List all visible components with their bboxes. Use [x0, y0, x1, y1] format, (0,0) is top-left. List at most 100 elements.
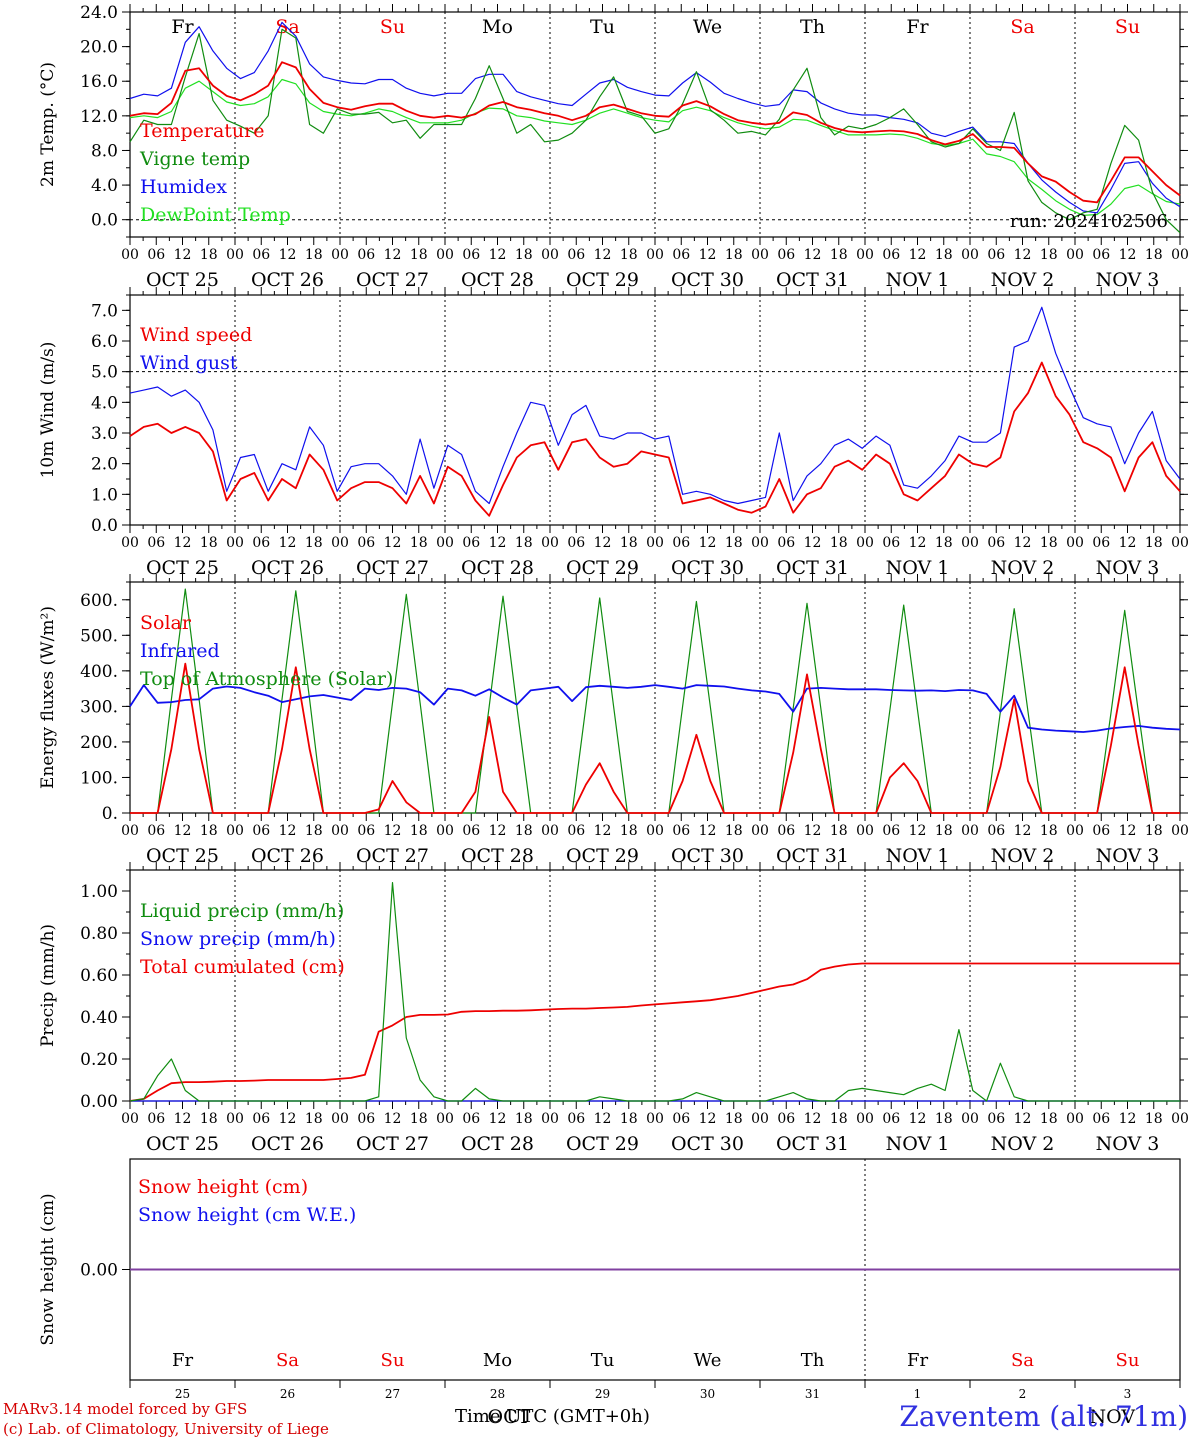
hour-tick-label: 06	[672, 535, 690, 551]
hour-tick-label: 06	[567, 247, 585, 263]
hour-tick-label: 12	[174, 823, 192, 839]
weekday-label: Su	[380, 16, 405, 38]
y-tick-label: 0.60	[80, 966, 118, 986]
hour-tick-label: 18	[410, 1111, 428, 1127]
hour-tick-label: 00	[121, 823, 139, 839]
y-tick-label: 0.00	[80, 1261, 118, 1281]
legend-liquid-precip-mm-h: Liquid precip (mm/h)	[140, 900, 344, 922]
hour-tick-label: 18	[305, 1111, 323, 1127]
panel-1-y-axis-title: 2m Temp. (°C)	[38, 62, 58, 187]
hour-tick-label: 12	[909, 1111, 927, 1127]
y-tick-label: 5.0	[91, 363, 118, 383]
hour-tick-label: 12	[489, 535, 507, 551]
hour-tick-label: 12	[279, 535, 297, 551]
y-tick-label: 0.	[102, 804, 118, 824]
hour-tick-label: 00	[646, 1111, 664, 1127]
date-label: OCT 26	[251, 557, 324, 579]
hour-tick-label: 00	[436, 823, 454, 839]
y-tick-label: 1.00	[80, 882, 118, 902]
hour-tick-label: 12	[384, 1111, 402, 1127]
legend-wind-gust: Wind gust	[140, 352, 238, 374]
legend-infrared: Infrared	[140, 640, 220, 662]
hour-tick-label: 18	[200, 535, 218, 551]
date-label: OCT 27	[356, 269, 429, 291]
hour-tick-label: 06	[882, 535, 900, 551]
hour-tick-label: 12	[1014, 1111, 1032, 1127]
date-label: NOV 2	[991, 1133, 1055, 1155]
date-label: NOV 3	[1096, 557, 1160, 579]
hour-tick-label: 06	[672, 247, 690, 263]
hour-tick-label: 00	[751, 247, 769, 263]
weekday-label: Th	[801, 1350, 825, 1371]
hour-tick-label: 18	[200, 1111, 218, 1127]
hour-tick-label: 12	[594, 247, 612, 263]
hour-tick-label: 12	[1014, 823, 1032, 839]
date-label: NOV 1	[886, 269, 950, 291]
hour-tick-label: 06	[1092, 1111, 1110, 1127]
date-label: OCT 30	[671, 845, 744, 867]
hour-tick-label: 06	[462, 247, 480, 263]
date-label: OCT 28	[461, 845, 534, 867]
hour-tick-label: 18	[620, 823, 638, 839]
hour-tick-label: 00	[1066, 535, 1084, 551]
hour-tick-label: 18	[725, 535, 743, 551]
y-tick-label: 7.0	[91, 301, 118, 321]
date-label: NOV 2	[991, 557, 1055, 579]
hour-tick-label: 18	[410, 823, 428, 839]
date-label: OCT 29	[566, 269, 639, 291]
hour-tick-label: 06	[567, 535, 585, 551]
y-tick-label: 200.	[80, 733, 118, 753]
hour-tick-label: 18	[515, 247, 533, 263]
date-label: OCT 31	[776, 845, 849, 867]
hour-tick-label: 00	[541, 247, 559, 263]
hour-tick-label: 06	[147, 1111, 165, 1127]
hour-tick-label: 00	[121, 1111, 139, 1127]
hour-tick-label: 06	[147, 247, 165, 263]
panel-4-y-axis-title: Precip (mm/h)	[38, 924, 58, 1047]
hour-tick-label: 12	[489, 247, 507, 263]
day-number-label: 1	[914, 1387, 922, 1401]
weekday-label: Fr	[907, 1350, 928, 1371]
hour-tick-label: 00	[961, 247, 979, 263]
day-number-label: 27	[385, 1387, 400, 1401]
hour-tick-label: 06	[777, 823, 795, 839]
date-label: OCT 29	[566, 557, 639, 579]
y-tick-label: 500.	[80, 626, 118, 646]
hour-tick-label: 12	[594, 1111, 612, 1127]
hour-tick-label: 18	[305, 535, 323, 551]
hour-tick-label: 12	[699, 1111, 717, 1127]
hour-tick-label: 00	[1066, 1111, 1084, 1127]
hour-tick-label: 00	[1171, 1111, 1189, 1127]
hour-tick-label: 00	[331, 1111, 349, 1127]
y-tick-label: 300.	[80, 697, 118, 717]
hour-tick-label: 06	[147, 535, 165, 551]
hour-tick-label: 18	[515, 823, 533, 839]
hour-tick-label: 12	[1119, 1111, 1137, 1127]
hour-tick-label: 06	[357, 247, 375, 263]
hour-tick-label: 18	[1040, 247, 1058, 263]
weekday-label: Fr	[906, 16, 929, 38]
weekday-label: Sa	[275, 16, 299, 38]
hour-tick-label: 06	[672, 823, 690, 839]
date-label: OCT 30	[671, 269, 744, 291]
panel-5-y-axis-title: Snow height (cm)	[38, 1193, 58, 1345]
hour-tick-label: 18	[1145, 1111, 1163, 1127]
hour-tick-label: 00	[646, 535, 664, 551]
series-wind-gust	[129, 306, 1181, 505]
weekday-label: Mo	[483, 1350, 512, 1371]
series-vigne-temp	[129, 28, 1181, 234]
hour-tick-label: 12	[384, 535, 402, 551]
legend-temperature: Temperature	[140, 120, 264, 142]
legend-wind-speed: Wind speed	[140, 324, 252, 346]
hour-tick-label: 00	[856, 823, 874, 839]
hour-tick-label: 00	[646, 247, 664, 263]
date-label: OCT 26	[251, 845, 324, 867]
hour-tick-label: 06	[462, 823, 480, 839]
weekday-label: Sa	[276, 1350, 299, 1371]
legend-vigne-temp: Vigne temp	[139, 148, 250, 170]
legend-total-cumulated-cm: Total cumulated (cm)	[140, 956, 345, 978]
hour-tick-label: 18	[410, 247, 428, 263]
run-label: run: 2024102506	[1010, 211, 1168, 232]
hour-tick-label: 00	[331, 823, 349, 839]
